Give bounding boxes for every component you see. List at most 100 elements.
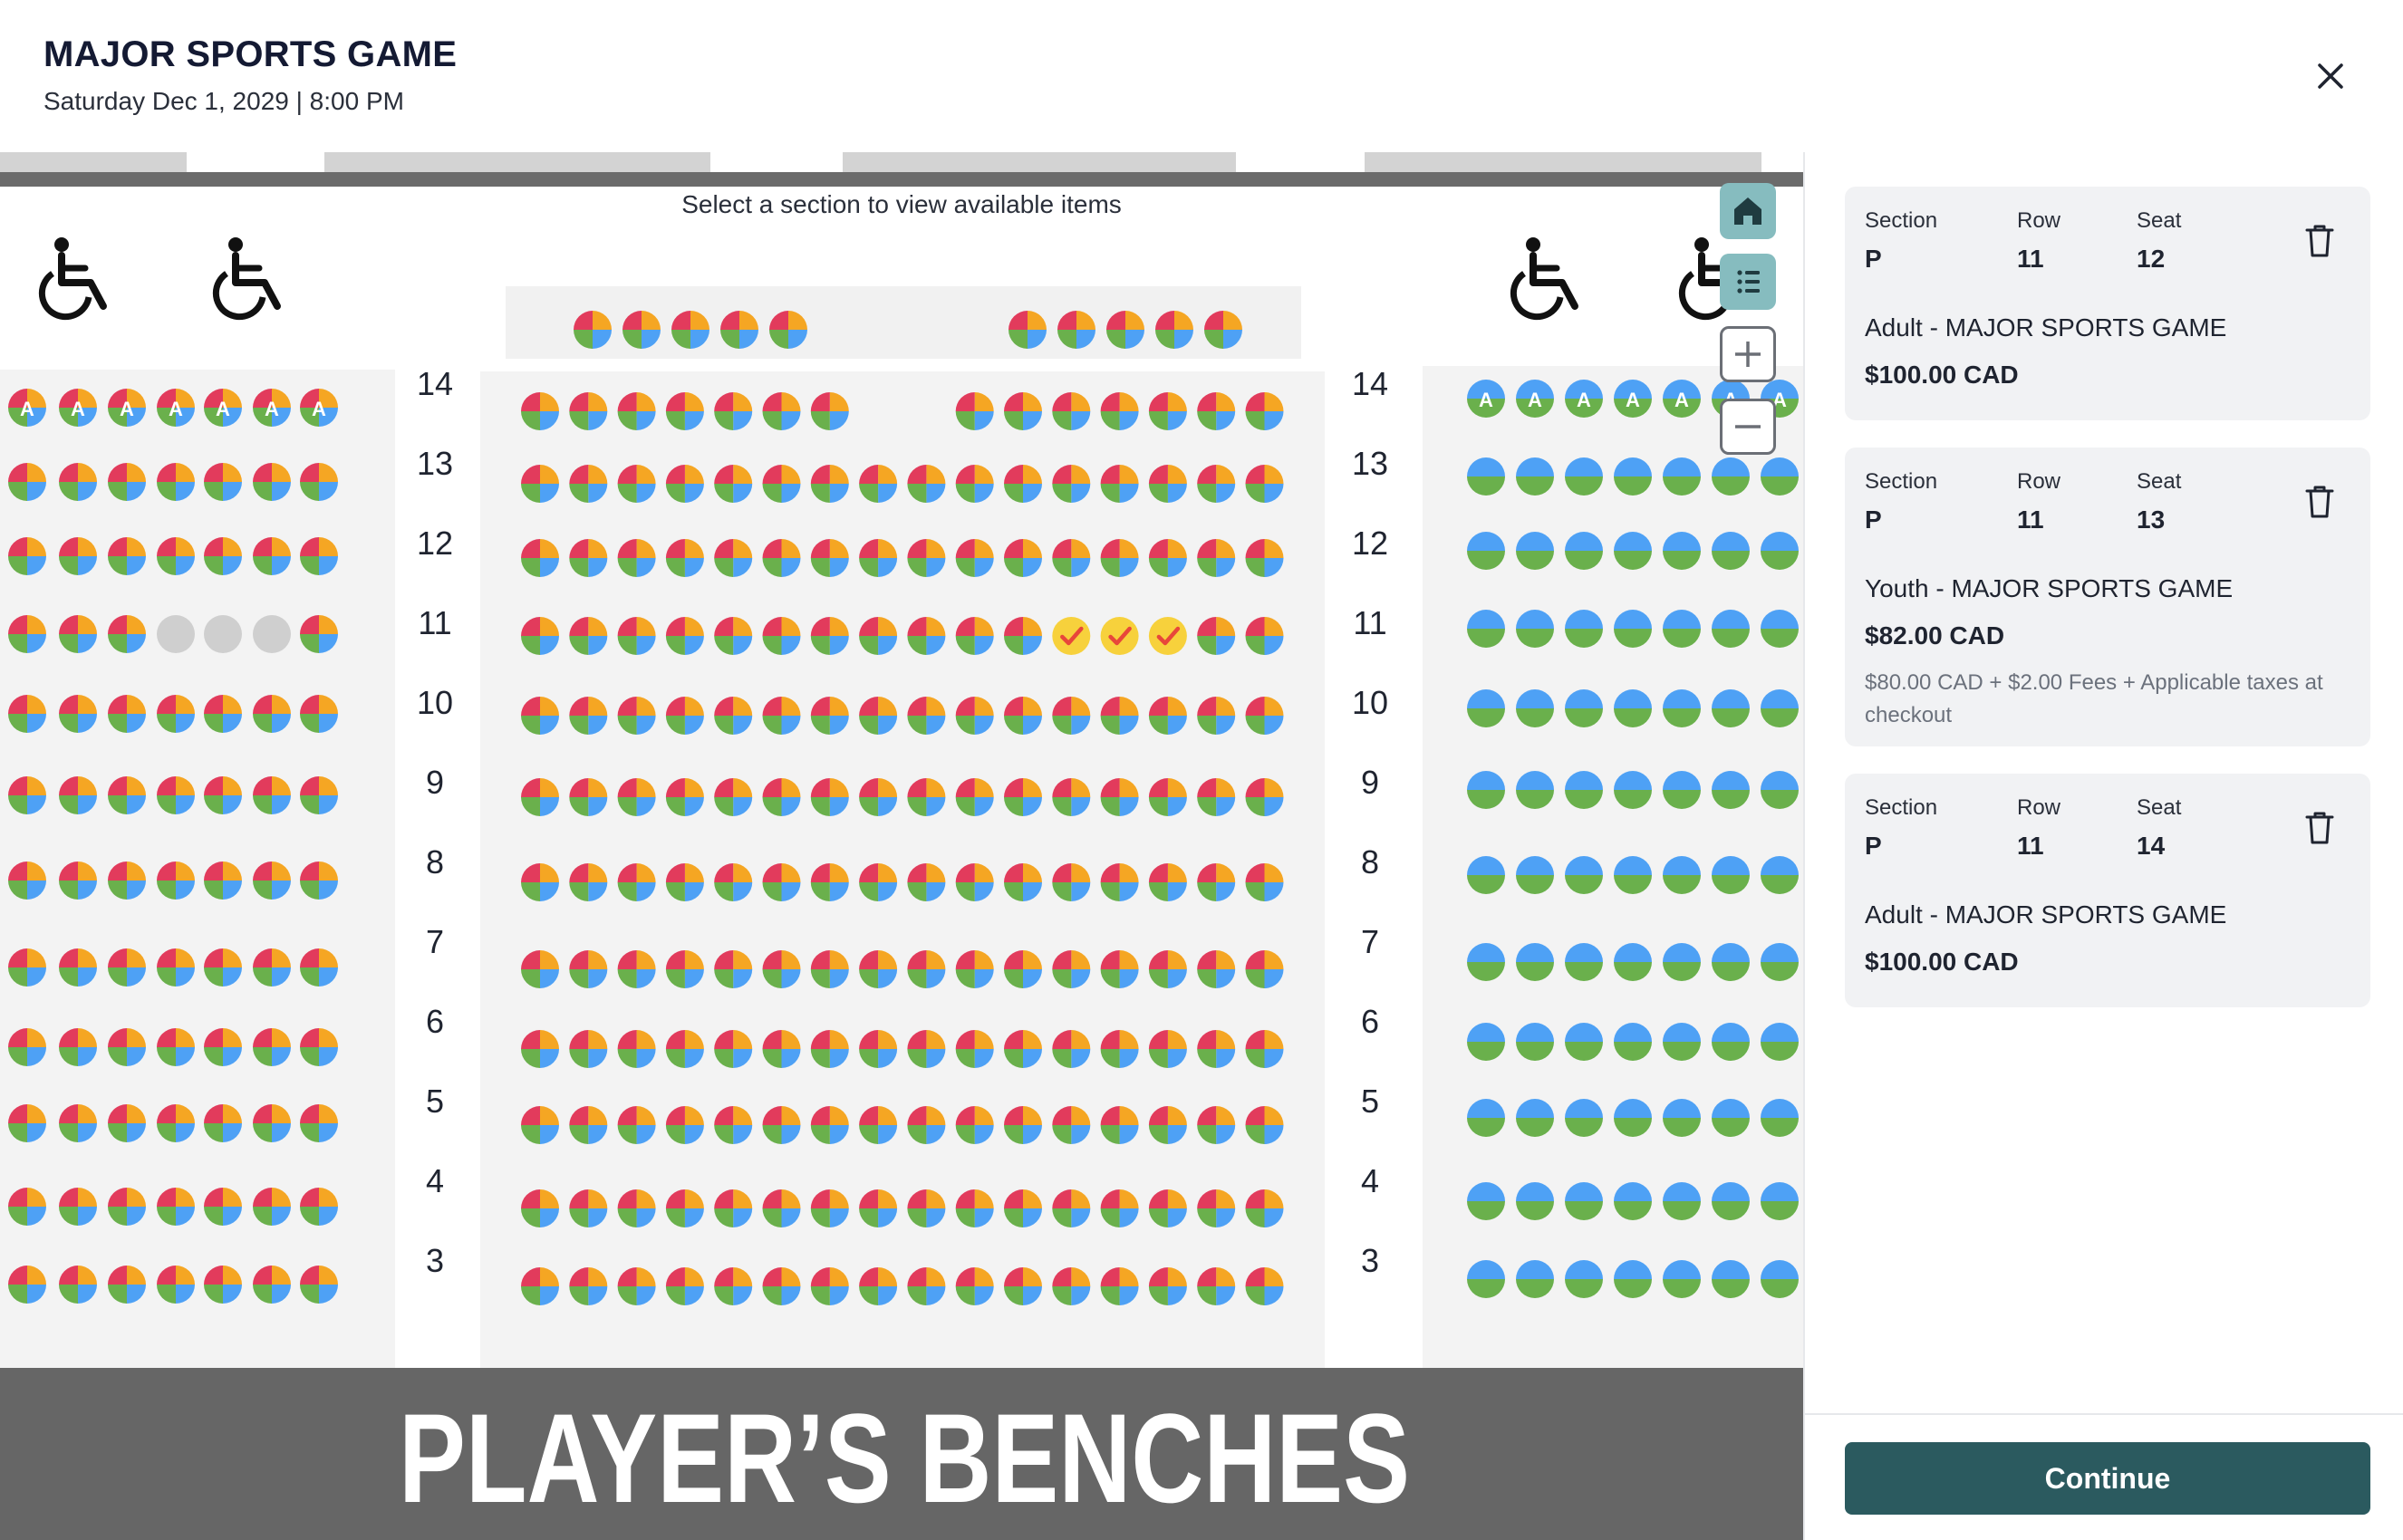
seat[interactable] xyxy=(955,465,994,503)
seat[interactable] xyxy=(253,776,291,814)
seat[interactable] xyxy=(1197,950,1236,988)
seat[interactable] xyxy=(1100,1030,1139,1068)
seat[interactable] xyxy=(1565,856,1603,894)
seat[interactable] xyxy=(1004,1106,1042,1144)
seat[interactable] xyxy=(1100,863,1139,901)
seat[interactable] xyxy=(1712,1099,1750,1137)
seat[interactable] xyxy=(665,697,704,735)
seat[interactable] xyxy=(1148,950,1187,988)
seat[interactable] xyxy=(1204,311,1242,349)
seat[interactable] xyxy=(1565,771,1603,809)
seat[interactable] xyxy=(1761,610,1799,648)
seat[interactable] xyxy=(714,863,753,901)
seat[interactable] xyxy=(617,1030,656,1068)
seat[interactable] xyxy=(1565,689,1603,727)
seat[interactable] xyxy=(59,1104,97,1142)
seat[interactable] xyxy=(1663,771,1701,809)
seat[interactable] xyxy=(859,863,898,901)
seat[interactable] xyxy=(1712,943,1750,981)
seat[interactable] xyxy=(204,776,242,814)
seat[interactable] xyxy=(665,465,704,503)
seat[interactable] xyxy=(1614,532,1652,570)
seat[interactable] xyxy=(617,697,656,735)
seat[interactable] xyxy=(1052,697,1091,735)
seat[interactable] xyxy=(300,615,338,653)
section-left[interactable] xyxy=(0,370,395,1513)
seat[interactable] xyxy=(762,1106,801,1144)
seat[interactable] xyxy=(1100,697,1139,735)
seat[interactable] xyxy=(1004,617,1042,655)
seat[interactable] xyxy=(204,1266,242,1304)
seat[interactable] xyxy=(1663,1260,1701,1298)
seat[interactable] xyxy=(714,392,753,430)
seat[interactable] xyxy=(1004,392,1042,430)
seat[interactable]: A xyxy=(1663,380,1701,418)
seat[interactable] xyxy=(1245,617,1284,655)
seat[interactable] xyxy=(714,950,753,988)
seat[interactable] xyxy=(8,463,46,501)
seat[interactable] xyxy=(907,1106,946,1144)
seat[interactable] xyxy=(665,863,704,901)
seat[interactable] xyxy=(1614,943,1652,981)
seat[interactable] xyxy=(8,948,46,987)
seat[interactable] xyxy=(204,948,242,987)
seat[interactable] xyxy=(955,617,994,655)
seat-selected[interactable] xyxy=(1100,617,1139,655)
seat[interactable]: A xyxy=(253,389,291,427)
seat[interactable] xyxy=(762,465,801,503)
seat[interactable] xyxy=(59,861,97,900)
seat[interactable] xyxy=(300,1028,338,1066)
seat[interactable] xyxy=(1197,539,1236,577)
seat[interactable] xyxy=(1565,1023,1603,1061)
seat[interactable] xyxy=(810,1267,849,1305)
seat[interactable] xyxy=(253,537,291,575)
seat[interactable] xyxy=(1052,778,1091,816)
seat[interactable] xyxy=(859,1189,898,1227)
seat[interactable] xyxy=(714,697,753,735)
seat[interactable] xyxy=(569,392,608,430)
close-button[interactable] xyxy=(2305,51,2356,101)
seat[interactable] xyxy=(1052,1267,1091,1305)
seat[interactable] xyxy=(1052,1030,1091,1068)
seat[interactable] xyxy=(1614,1260,1652,1298)
seat[interactable] xyxy=(1245,697,1284,735)
seat[interactable] xyxy=(1712,532,1750,570)
seat[interactable] xyxy=(1148,465,1187,503)
seat[interactable] xyxy=(1663,856,1701,894)
seat[interactable] xyxy=(1100,778,1139,816)
seat[interactable] xyxy=(622,311,661,349)
seat[interactable] xyxy=(1197,697,1236,735)
seat[interactable] xyxy=(569,1189,608,1227)
seat[interactable] xyxy=(1712,689,1750,727)
seat[interactable] xyxy=(1761,1260,1799,1298)
seat[interactable]: A xyxy=(108,389,146,427)
seat[interactable] xyxy=(204,537,242,575)
seat[interactable] xyxy=(617,539,656,577)
seat[interactable] xyxy=(521,392,559,430)
seat[interactable] xyxy=(1516,610,1554,648)
seat[interactable] xyxy=(907,1030,946,1068)
seat[interactable] xyxy=(204,1028,242,1066)
seat[interactable] xyxy=(810,1030,849,1068)
seat[interactable] xyxy=(521,617,559,655)
seat[interactable] xyxy=(253,1266,291,1304)
seat[interactable] xyxy=(1245,465,1284,503)
seat[interactable] xyxy=(108,695,146,733)
seat[interactable] xyxy=(253,463,291,501)
seat[interactable] xyxy=(1004,539,1042,577)
seat[interactable] xyxy=(1516,1099,1554,1137)
seat[interactable] xyxy=(762,697,801,735)
seat[interactable] xyxy=(1004,778,1042,816)
seat[interactable] xyxy=(521,1189,559,1227)
seat[interactable] xyxy=(1052,465,1091,503)
seat[interactable] xyxy=(810,950,849,988)
seat[interactable] xyxy=(1614,1023,1652,1061)
seat[interactable] xyxy=(859,950,898,988)
seat[interactable] xyxy=(907,863,946,901)
seat[interactable] xyxy=(617,392,656,430)
seat[interactable] xyxy=(769,311,807,349)
seat[interactable] xyxy=(108,1028,146,1066)
seat[interactable] xyxy=(1516,689,1554,727)
seat[interactable]: A xyxy=(204,389,242,427)
seat[interactable] xyxy=(1148,778,1187,816)
